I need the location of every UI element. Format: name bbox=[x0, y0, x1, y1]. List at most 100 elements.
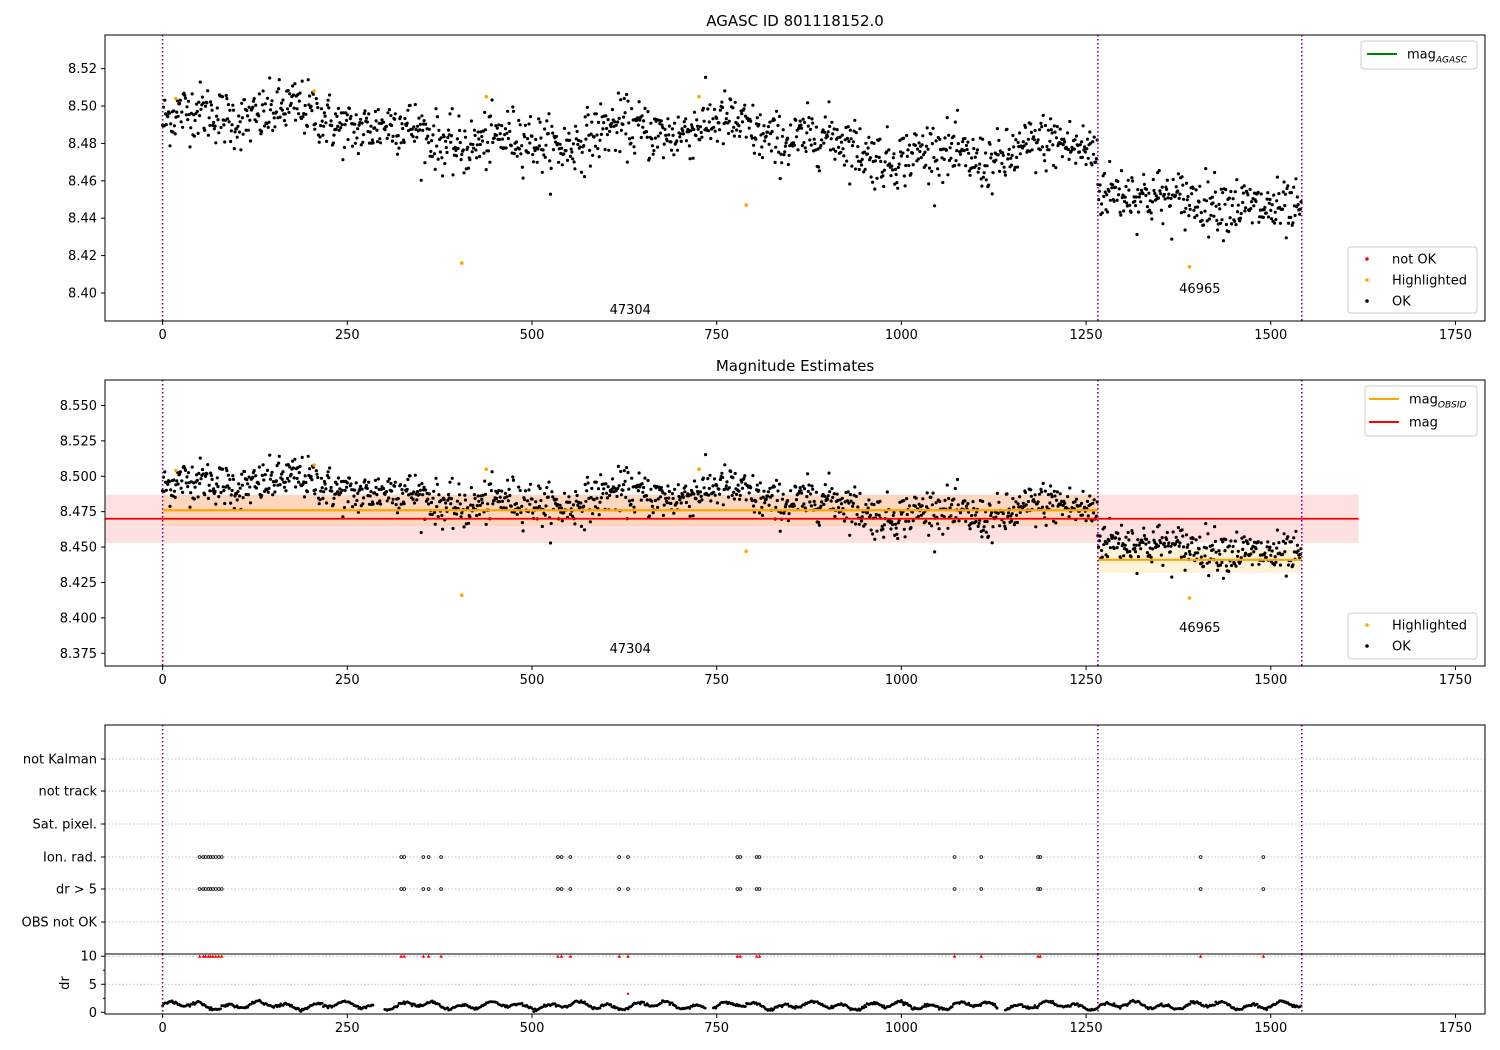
ok-point bbox=[586, 113, 590, 117]
ok-point bbox=[448, 480, 452, 484]
ok-point bbox=[1296, 549, 1300, 553]
ok-point bbox=[823, 130, 827, 134]
ok-point bbox=[451, 526, 455, 531]
ok-point bbox=[229, 501, 233, 505]
ok-point bbox=[494, 133, 499, 137]
ok-point bbox=[1263, 551, 1267, 555]
ok-point bbox=[1021, 140, 1025, 144]
ok-point bbox=[243, 469, 247, 474]
ok-point bbox=[1214, 204, 1218, 208]
ok-point bbox=[605, 496, 610, 500]
ok-point bbox=[987, 183, 991, 187]
dr-point bbox=[609, 1003, 612, 1006]
ok-point bbox=[272, 483, 276, 487]
ok-point bbox=[800, 504, 805, 508]
ok-point bbox=[213, 489, 217, 494]
ok-point bbox=[1121, 542, 1125, 546]
ok-point bbox=[881, 174, 885, 178]
ok-point bbox=[1134, 543, 1138, 547]
ok-point bbox=[1135, 571, 1139, 576]
ok-point bbox=[198, 80, 202, 84]
ok-point bbox=[984, 151, 988, 155]
ok-point bbox=[1254, 547, 1258, 551]
ok-point bbox=[486, 140, 490, 144]
ok-point bbox=[896, 536, 900, 541]
ok-point bbox=[1207, 560, 1211, 564]
ok-point bbox=[514, 147, 518, 152]
ok-point bbox=[1216, 228, 1220, 232]
panel2-ytick-label: 8.425 bbox=[60, 576, 97, 591]
ok-point bbox=[891, 513, 895, 518]
flag-point bbox=[1198, 887, 1203, 891]
ok-point bbox=[729, 469, 733, 474]
ok-point bbox=[397, 146, 401, 150]
ok-point bbox=[596, 147, 600, 151]
ok-point bbox=[228, 477, 232, 482]
ok-point bbox=[811, 121, 815, 125]
ok-point bbox=[599, 102, 603, 106]
ok-point bbox=[938, 499, 942, 504]
ok-point bbox=[888, 162, 892, 166]
ok-point bbox=[1047, 148, 1051, 152]
ok-point bbox=[427, 141, 431, 145]
ok-point bbox=[803, 506, 807, 510]
ok-point bbox=[971, 137, 975, 142]
dr-point bbox=[1188, 1002, 1192, 1006]
ok-point bbox=[1129, 210, 1133, 214]
ok-point bbox=[715, 116, 719, 120]
ok-point bbox=[610, 107, 615, 112]
ok-point bbox=[989, 152, 994, 156]
ok-point bbox=[588, 520, 593, 524]
ok-point bbox=[442, 498, 446, 502]
ok-point bbox=[303, 474, 307, 478]
flag-point bbox=[1261, 887, 1266, 891]
ok-point bbox=[1045, 505, 1049, 509]
ok-point bbox=[1252, 204, 1256, 208]
ok-point bbox=[622, 96, 626, 101]
ok-point bbox=[346, 138, 350, 142]
ok-point bbox=[593, 144, 598, 148]
ok-point bbox=[996, 511, 1000, 515]
ok-point bbox=[183, 96, 188, 100]
ok-point bbox=[1023, 125, 1028, 129]
ok-point bbox=[335, 482, 339, 486]
ok-point bbox=[718, 477, 723, 482]
ok-point bbox=[291, 93, 295, 97]
ok-point bbox=[874, 512, 878, 517]
ok-point bbox=[254, 486, 258, 490]
ok-point bbox=[1181, 183, 1185, 187]
ok-point bbox=[1176, 539, 1180, 543]
ok-point bbox=[1292, 536, 1296, 540]
ok-point bbox=[349, 114, 353, 118]
ok-point bbox=[418, 128, 422, 132]
ok-point bbox=[650, 499, 654, 503]
ok-point bbox=[740, 486, 745, 490]
ok-point bbox=[568, 500, 572, 504]
ok-point bbox=[437, 493, 441, 497]
ok-point bbox=[419, 178, 423, 182]
ok-point bbox=[484, 168, 488, 172]
ok-point bbox=[804, 149, 808, 154]
ok-point bbox=[1219, 537, 1223, 541]
ok-point bbox=[422, 485, 426, 489]
ok-point bbox=[574, 137, 578, 141]
ok-point bbox=[1235, 210, 1240, 214]
ok-point bbox=[306, 454, 310, 458]
ok-point bbox=[706, 107, 710, 111]
ok-point bbox=[329, 485, 333, 490]
ok-point bbox=[1137, 195, 1141, 199]
flag-point bbox=[219, 887, 224, 891]
ok-point bbox=[227, 486, 231, 490]
ok-point bbox=[375, 493, 379, 497]
ok-point bbox=[1054, 498, 1059, 502]
ok-point bbox=[640, 482, 644, 486]
ok-point bbox=[458, 502, 462, 506]
panel2-legend-label: mag bbox=[1409, 416, 1438, 431]
ok-point bbox=[500, 499, 505, 503]
ok-point bbox=[747, 491, 751, 495]
ok-point bbox=[1254, 199, 1258, 204]
panel2-ytick-label: 8.550 bbox=[60, 399, 97, 414]
ok-point bbox=[225, 469, 229, 473]
